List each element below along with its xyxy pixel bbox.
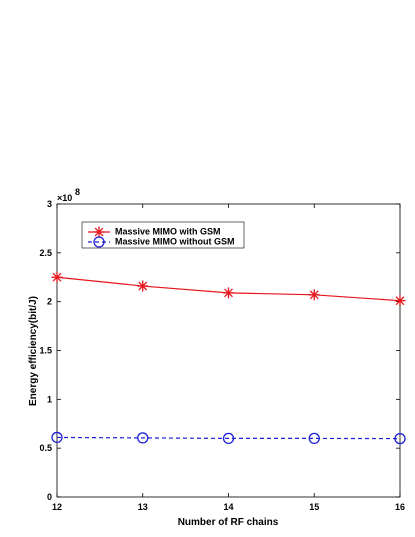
- asterisk-stroke: [224, 288, 233, 298]
- x-tick-label: 12: [52, 502, 62, 512]
- x-axis-label: Number of RF chains: [178, 517, 279, 528]
- asterisk-stroke: [395, 296, 405, 306]
- x-tick-label: 15: [309, 502, 319, 512]
- series-layer: [51, 271, 406, 445]
- y-tick-label: 1.5: [39, 346, 52, 356]
- data-point-0-3: [308, 289, 320, 301]
- legend-label-with-gsm: Massive MIMO with GSM: [115, 226, 221, 236]
- legend-marker-symbol: [93, 226, 105, 238]
- x-tick-label: 14: [223, 502, 233, 512]
- circle-stroke: [222, 432, 235, 445]
- legend-marker-without-gsm: [88, 236, 110, 248]
- legend-box: [81, 221, 245, 249]
- data-point-1-2: [222, 432, 235, 445]
- circle-stroke: [308, 432, 320, 445]
- x-tick-label: 16: [395, 502, 405, 512]
- series-line-1: [56, 436, 401, 440]
- circle-stroke: [137, 432, 149, 444]
- x-tick-label: 13: [138, 502, 148, 512]
- y-tick-label: 2: [47, 297, 52, 307]
- y-tick-label: 2.5: [39, 248, 52, 258]
- circle-stroke: [394, 432, 406, 445]
- asterisk-stroke: [138, 281, 148, 291]
- legend: Massive MIMO with GSM Massive MIMO witho…: [81, 221, 245, 249]
- x-axis-ticks: 12 13 14 15 16: [52, 204, 405, 512]
- y-axis-ticks: 0 0.5 1 1.5 2 2.5 3: [39, 199, 400, 502]
- asterisk-stroke: [309, 290, 319, 300]
- y-tick-label: 1: [47, 394, 52, 404]
- y-axis-label: Energy efficiency(bit/J): [28, 296, 39, 406]
- y-exponent-power: 8: [75, 187, 80, 197]
- data-point-1-4: [394, 432, 406, 445]
- y-tick-label: 0.5: [39, 443, 52, 453]
- circle-stroke: [93, 236, 105, 248]
- legend-marker-with-gsm: [88, 226, 110, 238]
- data-point-1-3: [308, 432, 320, 445]
- asterisk-stroke: [52, 272, 62, 282]
- y-exponent-base: ×10: [57, 193, 72, 203]
- legend-marker-symbol: [93, 236, 105, 248]
- circle-stroke: [51, 431, 63, 444]
- data-point-0-4: [394, 295, 406, 307]
- data-point-0-1: [137, 280, 149, 292]
- y-tick-label: 3: [47, 199, 52, 209]
- data-point-1-0: [51, 431, 63, 444]
- data-point-0-2: [223, 287, 234, 299]
- data-point-1-1: [137, 432, 149, 444]
- legend-label-without-gsm: Massive MIMO without GSM: [115, 236, 235, 246]
- asterisk-stroke: [94, 227, 104, 237]
- data-point-0-0: [51, 271, 63, 283]
- plot-area: [56, 203, 401, 498]
- y-tick-label: 0: [47, 492, 52, 502]
